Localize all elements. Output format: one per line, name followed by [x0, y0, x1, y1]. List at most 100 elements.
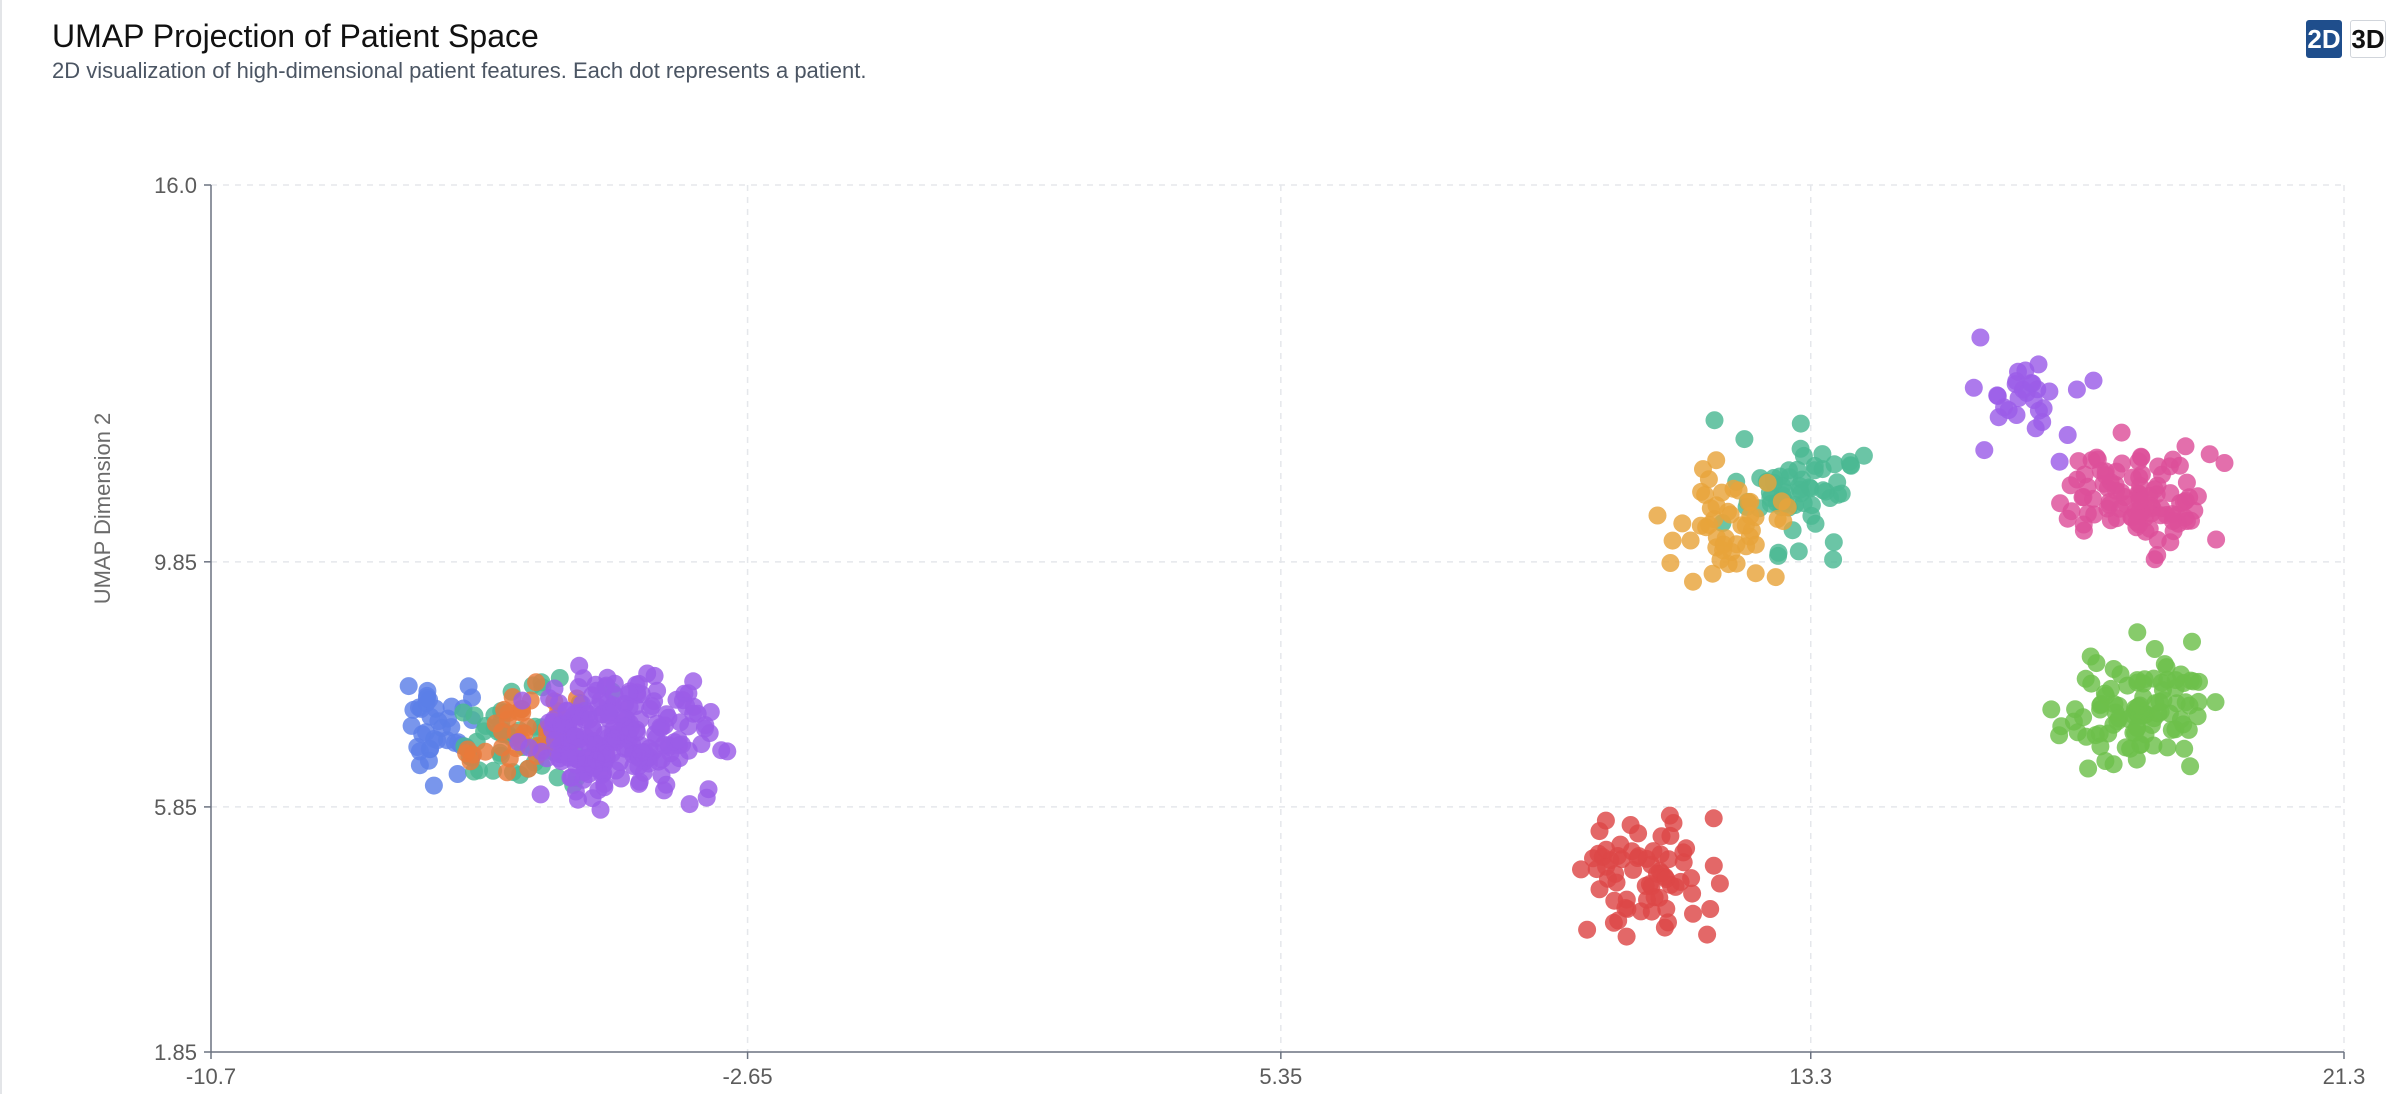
data-point	[419, 751, 438, 770]
y-tick-label: 9.85	[154, 550, 197, 575]
data-point	[2109, 696, 2128, 715]
data-point	[1789, 542, 1808, 561]
data-point	[2050, 452, 2069, 471]
data-point	[2163, 512, 2182, 531]
data-point	[583, 789, 602, 808]
data-point	[2158, 738, 2177, 757]
data-point	[1758, 473, 1777, 492]
y-tick-label: 16.0	[154, 173, 197, 198]
data-point	[657, 775, 676, 794]
data-point	[1722, 543, 1741, 561]
data-point	[426, 699, 445, 718]
data-point	[2128, 623, 2147, 642]
data-point	[2188, 707, 2207, 726]
data-point	[648, 681, 667, 700]
data-point	[1829, 485, 1847, 504]
data-point	[2082, 451, 2101, 470]
data-point	[454, 703, 473, 722]
data-point	[2175, 739, 2194, 758]
data-point	[670, 749, 689, 768]
data-point	[2207, 530, 2226, 549]
data-point	[1596, 811, 1615, 830]
data-point	[2130, 696, 2149, 715]
data-point	[654, 735, 673, 754]
data-point	[1988, 387, 2007, 405]
data-point	[1578, 920, 1597, 939]
data-point	[1721, 505, 1740, 524]
data-point	[500, 749, 519, 768]
data-point	[519, 759, 538, 778]
data-point	[1736, 516, 1755, 535]
data-point	[712, 741, 731, 760]
data-point	[1636, 876, 1655, 895]
x-tick-label: 5.35	[1259, 1064, 1302, 1089]
data-point	[1814, 481, 1833, 500]
grid-lines	[211, 184, 2345, 1052]
data-point	[1681, 531, 1700, 550]
data-point	[1655, 918, 1674, 937]
data-point	[2184, 672, 2203, 691]
data-point	[1651, 845, 1670, 864]
view-2d-button[interactable]: 2D	[2306, 20, 2342, 58]
data-point	[1572, 860, 1590, 879]
data-point	[2123, 468, 2142, 487]
data-point	[1710, 874, 1729, 893]
data-point	[2162, 720, 2181, 739]
data-point	[1660, 806, 1679, 825]
data-point	[1737, 537, 1756, 556]
data-point	[1701, 900, 1720, 918]
data-point	[1741, 492, 1760, 511]
data-point	[1698, 925, 1717, 944]
panel-border	[0, 0, 2, 1094]
chart-header: UMAP Projection of Patient Space 2D visu…	[52, 14, 866, 86]
data-point	[2144, 669, 2163, 688]
x-tick-label: 13.3	[1789, 1064, 1832, 1089]
data-point	[2177, 512, 2196, 530]
data-point	[2084, 371, 2103, 390]
data-point	[2183, 632, 2201, 651]
data-point	[605, 674, 624, 693]
data-point	[486, 714, 505, 733]
data-point	[1609, 911, 1628, 930]
data-point	[2107, 509, 2126, 528]
data-point	[439, 709, 457, 728]
data-point	[1778, 498, 1797, 517]
data-point	[520, 738, 539, 757]
data-point	[1663, 531, 1682, 550]
data-point	[1766, 568, 1785, 587]
data-point	[2177, 473, 2196, 492]
data-point	[2128, 673, 2147, 692]
data-point	[1691, 516, 1710, 535]
data-point	[2078, 504, 2097, 523]
x-tick-label: -10.7	[186, 1064, 236, 1089]
data-point	[2161, 533, 2180, 552]
page-title: UMAP Projection of Patient Space	[52, 18, 539, 54]
data-point	[2082, 674, 2101, 693]
data-point	[2074, 708, 2093, 727]
data-point	[2200, 445, 2219, 464]
data-point	[1692, 482, 1711, 501]
data-point	[2176, 437, 2195, 456]
data-point	[2069, 452, 2088, 471]
data-point	[531, 785, 550, 804]
view-3d-button[interactable]: 3D	[2350, 20, 2386, 58]
data-point	[1813, 445, 1832, 464]
data-point	[599, 703, 618, 722]
data-point	[1768, 509, 1787, 528]
data-point	[597, 744, 616, 763]
data-point	[696, 716, 715, 735]
data-point	[2189, 692, 2208, 711]
data-point	[1854, 446, 1873, 465]
scatter-points	[399, 328, 2234, 946]
data-point	[2067, 380, 2086, 399]
data-point	[1975, 441, 1994, 460]
data-point	[1707, 451, 1726, 470]
data-point	[1840, 452, 1859, 471]
data-point	[424, 776, 443, 795]
data-point	[630, 772, 649, 791]
data-point	[2077, 727, 2096, 746]
data-point	[2022, 374, 2041, 393]
data-point	[399, 677, 418, 696]
data-point	[1746, 564, 1765, 583]
